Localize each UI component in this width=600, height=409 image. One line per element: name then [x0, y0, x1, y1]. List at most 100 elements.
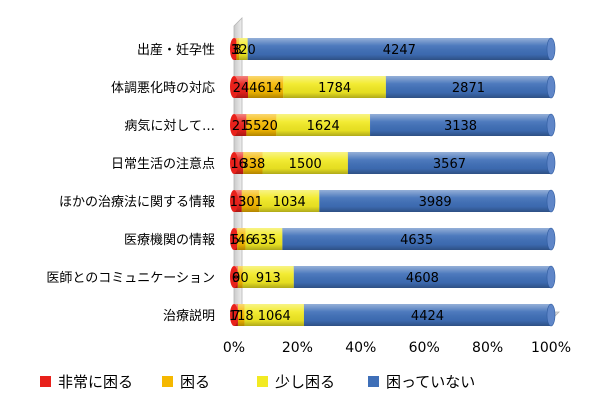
bar-segment-shading	[236, 38, 240, 60]
bar-segment-shading	[237, 228, 246, 250]
bar-segment-shading	[237, 304, 245, 326]
bar-segment-shading	[244, 304, 304, 326]
bar-start-cap	[230, 152, 238, 174]
bar-segment-shading	[241, 190, 260, 212]
x-tick-label: 20%	[282, 340, 313, 356]
bar-segment-shading	[303, 304, 551, 326]
x-tick-label: 80%	[472, 340, 503, 356]
data-label: 3	[234, 43, 242, 58]
bar-segment-shading	[243, 152, 263, 174]
bar-start-cap	[230, 38, 238, 60]
data-label: 13	[230, 195, 247, 210]
legend-swatch	[162, 376, 173, 387]
data-label: 3138	[444, 119, 477, 134]
data-label: 1500	[289, 157, 322, 172]
data-label: 1784	[318, 81, 351, 96]
category-label: 治療説明	[163, 308, 215, 324]
legend-label: 困る	[180, 373, 210, 391]
data-label: 4614	[249, 81, 282, 96]
bar-segment-shading	[385, 76, 551, 98]
category-label: 医師とのコミュニケーション	[46, 271, 215, 286]
data-label: 1624	[307, 119, 340, 134]
data-label: 146	[229, 233, 254, 248]
category-label: ほかの治療法に関する情報	[59, 195, 215, 210]
data-label: 4635	[400, 233, 433, 248]
legend-swatch	[257, 376, 268, 387]
bar-segment-shading	[262, 152, 348, 174]
data-label: 1064	[258, 309, 291, 324]
legend-swatch	[40, 376, 51, 387]
x-tick-label: 100%	[531, 340, 571, 356]
bar-start-cap	[230, 190, 238, 212]
bar-segment-shading	[234, 76, 249, 98]
bar-segment-shading	[242, 266, 294, 288]
data-label: 4608	[406, 271, 439, 286]
bar-segment-shading	[237, 266, 243, 288]
bar-segment-shading	[239, 38, 248, 60]
bar-segment-shading	[246, 114, 277, 136]
bar-end-cap	[546, 151, 556, 175]
data-label: 7	[232, 309, 240, 324]
data-label: 635	[252, 233, 277, 248]
data-label: 3989	[419, 195, 452, 210]
bars-layer	[230, 37, 556, 327]
bar-start-cap	[230, 114, 238, 136]
x-tick-label: 0%	[223, 340, 245, 356]
bar-segment-shading	[283, 76, 386, 98]
legend-label: 非常に困る	[58, 373, 133, 391]
bar-segment-shading	[276, 114, 371, 136]
data-label: 3	[231, 43, 239, 58]
data-label: 16	[230, 157, 247, 172]
data-label: 4247	[383, 43, 416, 58]
bar-segment-shading	[293, 266, 551, 288]
data-label: 4424	[411, 309, 444, 324]
bar-segment-shading	[319, 190, 551, 212]
data-label: 913	[256, 271, 281, 286]
bar-end-cap	[546, 75, 556, 99]
category-label: 出産・妊孕性	[137, 42, 215, 58]
data-label: 301	[238, 195, 263, 210]
bar-end-cap	[546, 189, 556, 213]
bar-end-cap	[546, 303, 556, 327]
data-label: 5	[231, 233, 239, 248]
bar-segment-shading	[248, 76, 284, 98]
data-label: 1034	[273, 195, 306, 210]
data-label: 2871	[452, 81, 485, 96]
bar-end-cap	[546, 265, 556, 289]
category-label: 日常生活の注意点	[111, 156, 215, 172]
category-label: 医療機関の情報	[124, 233, 215, 248]
category-label: 体調悪化時の対応	[111, 81, 215, 96]
legend-swatch	[368, 376, 379, 387]
bar-start-cap	[230, 304, 238, 326]
data-label: 90	[232, 271, 249, 286]
bar-start-cap	[230, 76, 238, 98]
data-label: 3567	[433, 157, 466, 172]
bar-end-cap	[546, 37, 556, 61]
bar-segment-shading	[247, 38, 552, 60]
bar-segment-shading	[347, 152, 551, 174]
data-label: 21	[232, 119, 249, 134]
bar-segment-shading	[245, 228, 283, 250]
bar-segment-shading	[234, 152, 244, 174]
data-label: 338	[240, 157, 265, 172]
category-label: 病気に対して…	[124, 118, 215, 134]
x-tick-label: 60%	[409, 340, 440, 356]
data-label: 118	[229, 309, 254, 324]
data-label: 6	[232, 271, 240, 286]
legend-label: 困っていない	[386, 373, 475, 391]
bar-end-cap	[546, 227, 556, 251]
data-label: 120	[231, 43, 256, 58]
bar-segment-shading	[259, 190, 320, 212]
bar-start-cap	[230, 266, 238, 288]
legend-label: 少し困る	[275, 373, 335, 391]
bar-segment-shading	[370, 114, 551, 136]
data-label: 5520	[245, 119, 278, 134]
bar-end-cap	[546, 113, 556, 137]
x-tick-label: 40%	[345, 340, 376, 356]
bar-segment-shading	[282, 228, 551, 250]
bar-start-cap	[230, 228, 238, 250]
legend: 非常に困る 困る 少し困る 困っていない	[40, 373, 475, 391]
data-label: 24	[233, 81, 250, 96]
